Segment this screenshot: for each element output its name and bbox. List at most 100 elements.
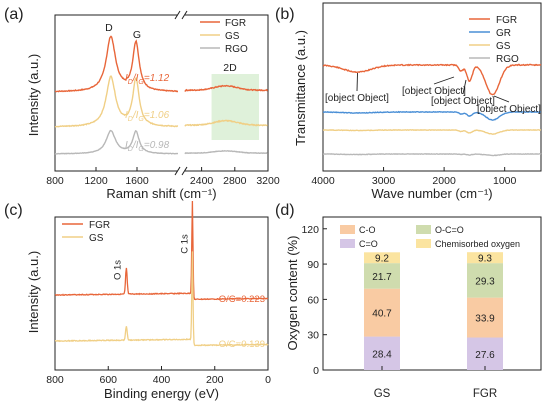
raman-ratio-part: D xyxy=(128,146,133,153)
ftir-legend-FGR: FGR xyxy=(496,15,517,26)
raman-axes xyxy=(54,14,269,172)
panel-label-b: (b) xyxy=(275,6,295,23)
raman-peak-G: G xyxy=(133,29,141,41)
xps-xlabel: Binding energy (eV) xyxy=(104,386,219,401)
ftir-ylabel: Transmittance (a.u.) xyxy=(293,30,308,146)
ftir-legend-GR: GR xyxy=(496,28,511,39)
raman-line-FGR-seg1 xyxy=(55,35,178,93)
ftir-legend-GS: GS xyxy=(496,41,511,52)
ftir-line-RGO xyxy=(322,153,542,157)
raman-ratio-part: G xyxy=(138,116,144,123)
bar-legend-C=O: C=O xyxy=(359,239,378,249)
bar-FGR-C=O xyxy=(467,337,503,370)
bar-label-GS-Chemisorbed oxygen: 9.2 xyxy=(375,254,389,265)
xps-xtick-0: 0 xyxy=(265,374,271,386)
xps-ratio-GS: O/C=0.139 xyxy=(219,339,265,350)
bar-axes xyxy=(322,216,542,371)
ftir-arrow-0 xyxy=(356,72,358,92)
bar-FGR-Chemisorbed oxygen xyxy=(467,252,503,264)
bar-legend-swatch-O-C=O xyxy=(416,225,431,234)
ftir-line-FGR xyxy=(322,63,542,96)
bar-ytick-90: 90 xyxy=(307,259,319,271)
bar-ylabel: Oxygen content (%) xyxy=(285,236,300,351)
ftir-xtick-2000: 2000 xyxy=(432,175,456,187)
raman-ratio-part: /I xyxy=(132,140,139,151)
bar-label-FGR-C=O: 27.6 xyxy=(475,350,495,361)
xps-xtick-800: 800 xyxy=(46,374,64,386)
ftir-arrow-2 xyxy=(462,79,467,95)
ftir-annotation-0: [object Object] xyxy=(325,93,389,104)
raman-ratio-RGO: ID/IG=0.98 xyxy=(125,140,170,153)
ftir-arrow-1 xyxy=(433,76,455,85)
ftir-annotation-2: [object Object] xyxy=(431,96,495,107)
xps-legend-GS: GS xyxy=(89,233,104,244)
xps-ratio-FGR: O/C=0.223 xyxy=(219,294,265,305)
bar-FGR-O-C=O xyxy=(467,263,503,298)
raman-line-RGO-seg2 xyxy=(184,149,268,155)
bar-legend-C-O: C-O xyxy=(359,225,376,235)
axis-break-top-1 xyxy=(174,10,181,20)
bar-label-FGR-Chemisorbed oxygen: 9.3 xyxy=(478,254,492,265)
bar-label-GS-C=O: 28.4 xyxy=(372,349,392,360)
raman-legend-GS: GS xyxy=(225,31,240,42)
bar-label-GS-O-C=O: 21.7 xyxy=(372,272,392,283)
bar-GS-Chemisorbed oxygen xyxy=(364,252,400,264)
xps-xtick-400: 400 xyxy=(153,374,171,386)
raman-xtick-2400: 2400 xyxy=(190,175,214,187)
xps-line-FGR xyxy=(54,200,269,301)
axis-break-gap-bottom xyxy=(178,167,185,175)
bar-ytick-120: 120 xyxy=(301,224,319,236)
xps-xtick-600: 600 xyxy=(99,374,117,386)
bar-label-GS-C-O: 40.7 xyxy=(372,309,392,320)
raman-ratio-FGR: ID/IG=1.12 xyxy=(125,73,170,86)
raman-line-GS-seg2 xyxy=(184,119,268,127)
raman-ratio-part: G xyxy=(138,146,144,153)
bar-GS-O-C=O xyxy=(364,263,400,289)
raman-line-RGO-seg1 xyxy=(54,129,178,155)
ftir-line-GS xyxy=(322,128,541,135)
raman-ratio-part: =1.06 xyxy=(144,110,170,121)
xps-legend-FGR: FGR xyxy=(89,220,110,231)
bar-legend-swatch-C=O xyxy=(340,239,355,248)
raman-legend-FGR: FGR xyxy=(225,18,246,29)
raman-xtick-800: 800 xyxy=(46,175,64,187)
raman-peak-2D: 2D xyxy=(223,62,237,74)
bar-GS-C-O xyxy=(364,288,400,337)
ftir-legend-RGO: RGO xyxy=(496,54,519,65)
bar-category-FGR: FGR xyxy=(473,388,497,400)
panel-label-a: (a) xyxy=(4,6,24,23)
bar-label-FGR-C-O: 33.9 xyxy=(475,314,495,325)
bar-legend-swatch-C-O xyxy=(340,225,355,234)
raman-peak-D: D xyxy=(105,22,113,34)
raman-ratio-part: =1.12 xyxy=(144,73,170,84)
ftir-line-GR xyxy=(322,110,541,121)
ftir-xtick-3000: 3000 xyxy=(372,175,396,187)
bar-category-GS: GS xyxy=(374,388,391,400)
raman-ratio-part: /I xyxy=(132,73,139,84)
raman-2d-region xyxy=(211,74,259,140)
ftir-annotation-1: [object Object] xyxy=(402,86,466,97)
xps-xtick-200: 200 xyxy=(206,374,224,386)
ftir-xlabel: Wave number (cm⁻¹) xyxy=(371,186,492,201)
bar-legend-Chemisorbed oxygen: Chemisorbed oxygen xyxy=(435,239,520,249)
bar-legend-swatch-Chemisorbed oxygen xyxy=(416,239,431,248)
raman-ratio-part: /I xyxy=(132,110,139,121)
raman-ratio-part: D xyxy=(128,116,133,123)
raman-xtick-3200: 3200 xyxy=(256,175,280,187)
bar-FGR-C-O xyxy=(467,297,503,338)
ftir-xtick-1000: 1000 xyxy=(493,175,517,187)
xps-line-GS xyxy=(55,251,269,347)
ftir-annotation-3: [object Object] xyxy=(477,104,541,115)
raman-ratio-part: I xyxy=(125,110,128,121)
raman-ratio-part: D xyxy=(128,79,133,86)
xps-ylabel: Intensity (a.u.) xyxy=(26,251,41,333)
axis-break-bottom-1 xyxy=(174,166,181,176)
raman-ratio-part: I xyxy=(125,73,128,84)
ftir-axes xyxy=(322,2,542,172)
bar-label-FGR-O-C=O: 29.3 xyxy=(475,276,495,287)
bar-legend-O-C=O: O-C=O xyxy=(435,225,464,235)
ftir-arrow-3 xyxy=(493,95,510,103)
raman-legend-RGO: RGO xyxy=(225,44,248,55)
raman-line-GS-seg1 xyxy=(54,75,179,128)
